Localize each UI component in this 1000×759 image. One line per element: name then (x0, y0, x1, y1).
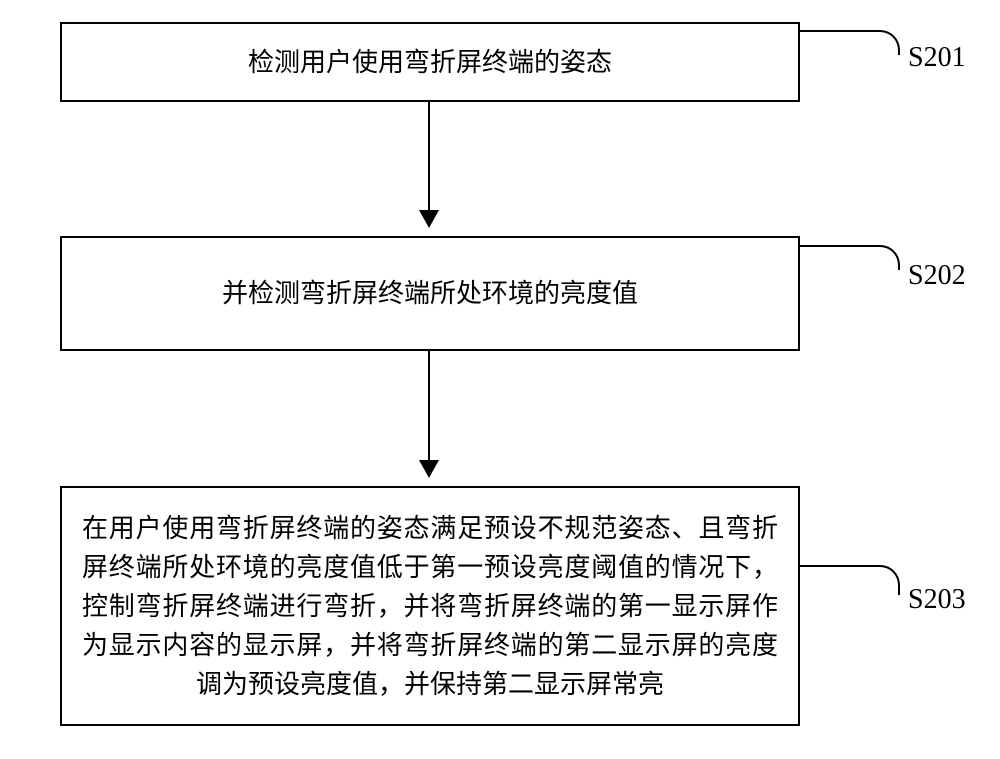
step-3-text: 在用户使用弯折屏终端的姿态满足预设不规范姿态、且弯折屏终端所处环境的亮度值低于第… (82, 509, 778, 704)
flowchart-step-1: 检测用户使用弯折屏终端的姿态 (60, 22, 800, 102)
label-connector-2 (800, 245, 900, 270)
flowchart-step-2: 并检测弯折屏终端所处环境的亮度值 (60, 236, 800, 351)
flowchart-step-3: 在用户使用弯折屏终端的姿态满足预设不规范姿态、且弯折屏终端所处环境的亮度值低于第… (60, 486, 800, 726)
arrow-1-to-2 (428, 102, 430, 226)
step-1-text: 检测用户使用弯折屏终端的姿态 (248, 43, 612, 82)
step-2-text: 并检测弯折屏终端所处环境的亮度值 (222, 274, 638, 313)
label-connector-1 (800, 30, 900, 55)
step-label-1: S201 (908, 42, 966, 74)
step-label-2: S202 (908, 260, 966, 292)
step-label-3: S203 (908, 584, 966, 616)
arrow-2-to-3 (428, 351, 430, 476)
label-connector-3 (800, 565, 900, 595)
flowchart-container: 检测用户使用弯折屏终端的姿态 并检测弯折屏终端所处环境的亮度值 在用户使用弯折屏… (0, 0, 1000, 759)
